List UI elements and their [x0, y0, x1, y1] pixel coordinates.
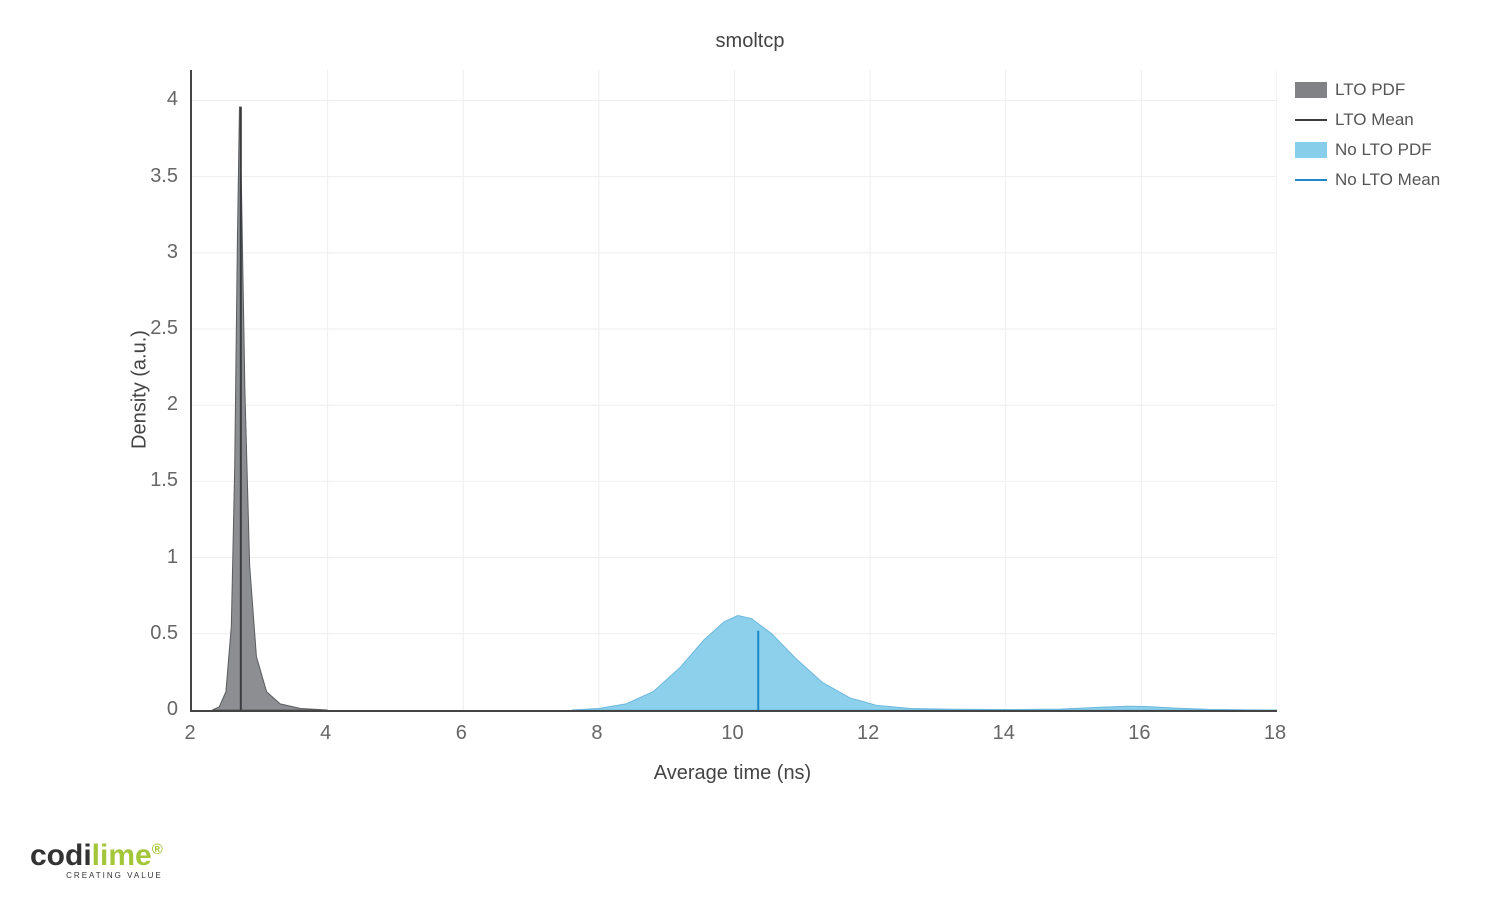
y-tick-label: 1 [118, 546, 178, 569]
y-tick-label: 3.5 [118, 165, 178, 188]
legend-item[interactable]: No LTO Mean [1295, 170, 1440, 190]
plot-area [190, 70, 1277, 712]
legend-line [1295, 119, 1327, 121]
legend-label: LTO Mean [1335, 110, 1414, 130]
legend-item[interactable]: LTO PDF [1295, 80, 1440, 100]
x-tick-label: 12 [848, 722, 888, 745]
legend-item[interactable]: LTO Mean [1295, 110, 1440, 130]
legend-label: LTO PDF [1335, 80, 1405, 100]
y-tick-label: 0 [118, 698, 178, 721]
x-tick-label: 2 [170, 722, 210, 745]
brand-logo: codilime® CREATING VALUE [30, 839, 163, 880]
logo-subtext: CREATING VALUE [30, 871, 163, 880]
x-tick-label: 18 [1255, 722, 1295, 745]
x-axis-label: Average time (ns) [190, 762, 1275, 785]
x-tick-label: 14 [984, 722, 1024, 745]
logo-text-codi: codi [30, 839, 92, 872]
y-tick-label: 2.5 [118, 317, 178, 340]
y-tick-label: 3 [118, 241, 178, 264]
plot-svg [192, 70, 1277, 710]
legend-line [1295, 179, 1327, 181]
y-tick-label: 4 [118, 88, 178, 111]
chart-title: smoltcp [0, 30, 1500, 53]
y-tick-label: 1.5 [118, 469, 178, 492]
y-tick-label: 0.5 [118, 622, 178, 645]
y-tick-label: 2 [118, 393, 178, 416]
legend-swatch [1295, 142, 1327, 158]
legend-swatch [1295, 82, 1327, 98]
x-tick-label: 10 [713, 722, 753, 745]
x-tick-label: 4 [306, 722, 346, 745]
logo-text-lime: lime [92, 839, 152, 872]
legend: LTO PDF LTO Mean No LTO PDF No LTO Mean [1295, 80, 1440, 200]
x-tick-label: 6 [441, 722, 481, 745]
legend-label: No LTO Mean [1335, 170, 1440, 190]
legend-label: No LTO PDF [1335, 140, 1432, 160]
x-tick-label: 16 [1119, 722, 1159, 745]
legend-item[interactable]: No LTO PDF [1295, 140, 1440, 160]
x-tick-label: 8 [577, 722, 617, 745]
